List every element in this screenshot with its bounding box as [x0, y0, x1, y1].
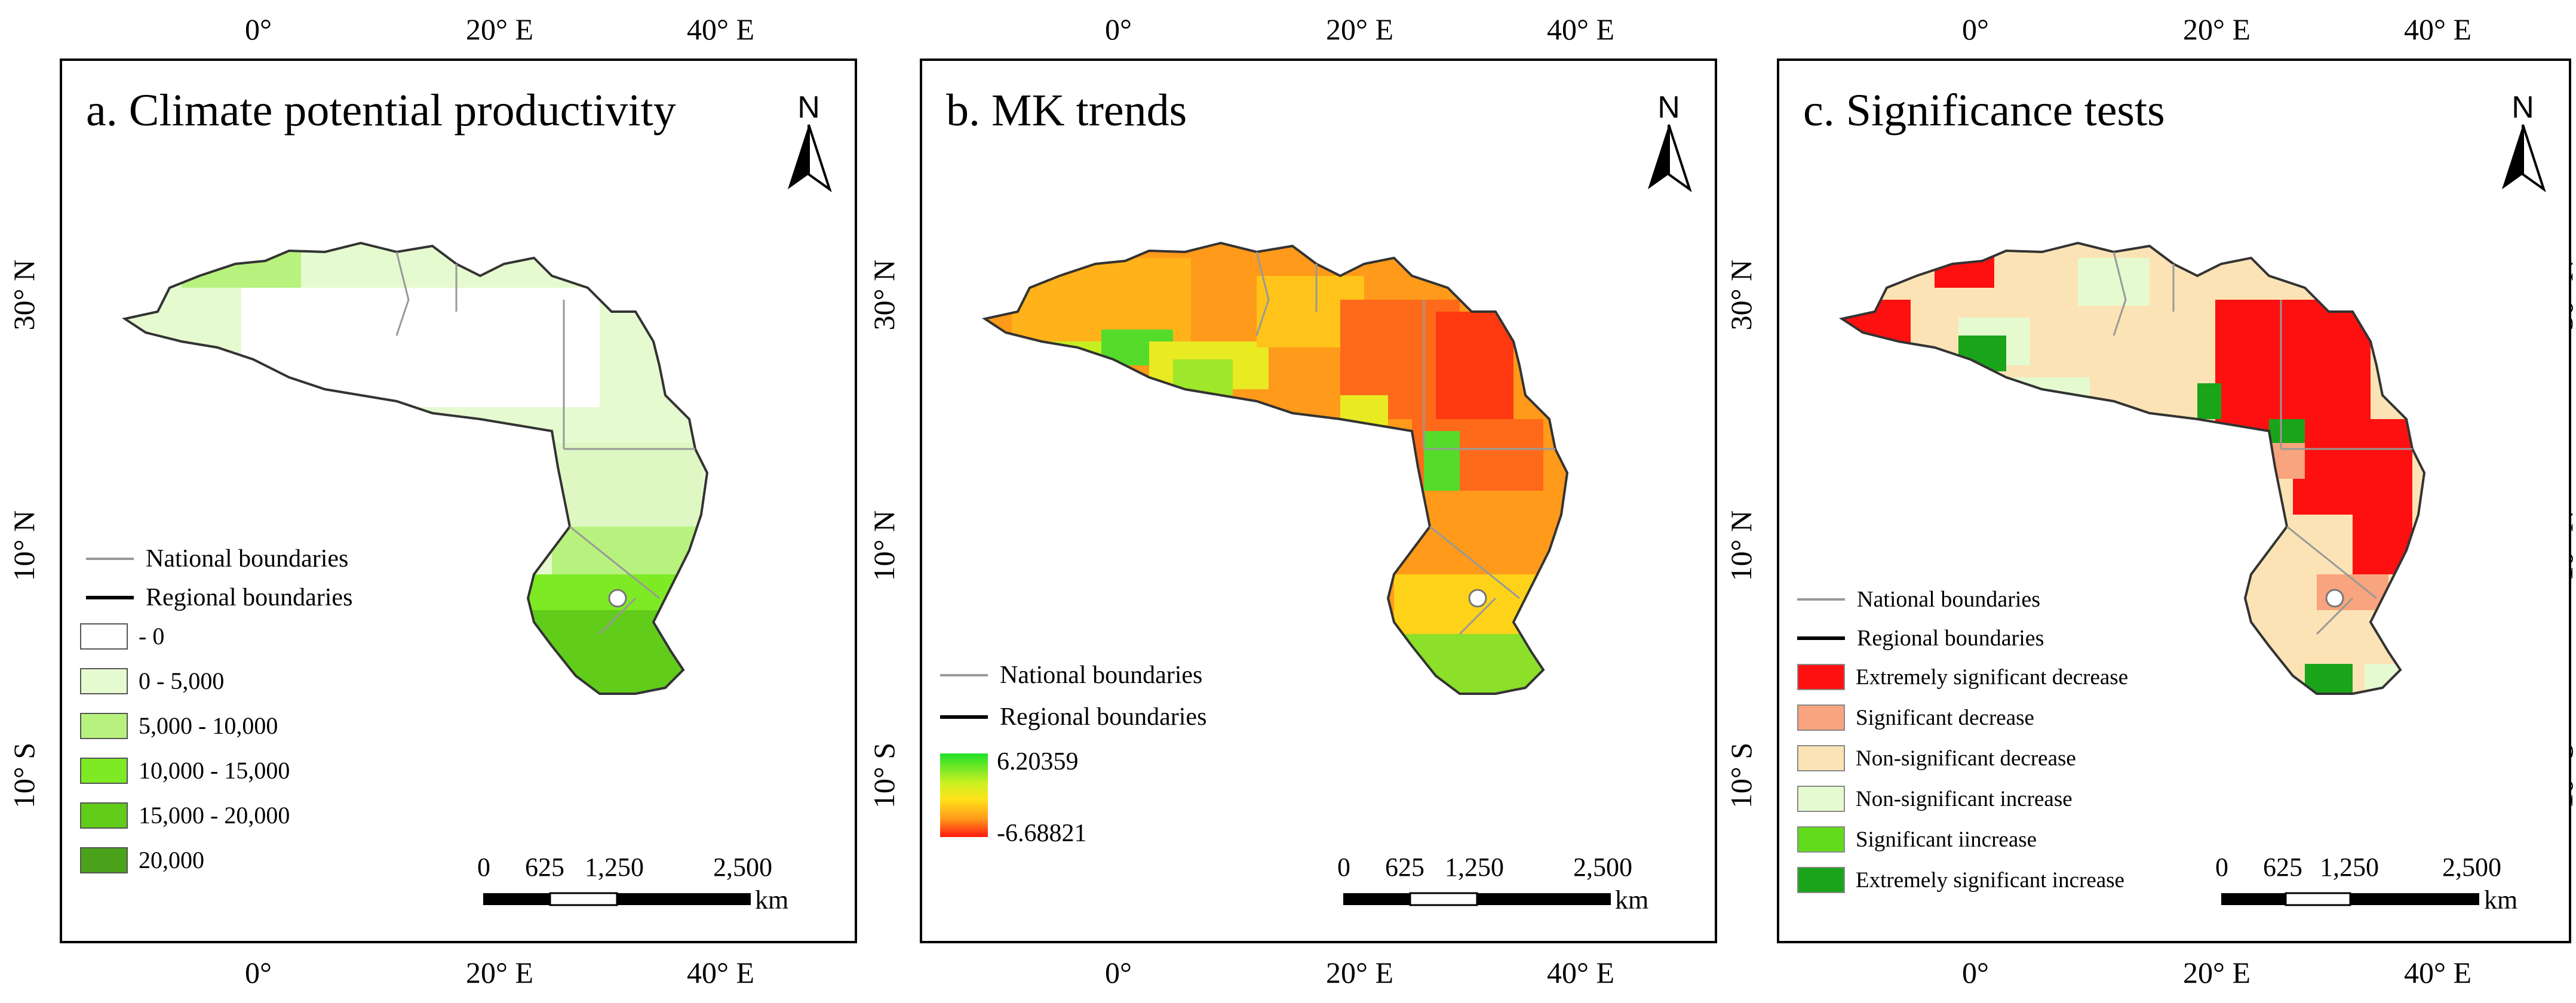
- left-tick-10s: 10° S: [7, 742, 41, 809]
- svg-text:N: N: [797, 90, 820, 125]
- left-tick-30n: 30° N: [7, 259, 41, 331]
- panel-a: 0° 20° E 40° E 0° 20° E 40° E 30° N 10° …: [0, 0, 857, 1003]
- swatch: [80, 712, 128, 739]
- top-tick-20e: 20° E: [466, 13, 534, 46]
- legend-class: 5,000 - 10,000: [80, 712, 278, 740]
- gradient-legend: [940, 753, 988, 837]
- panel-c: 0° 20° E 40° E 0° 20° E 40° E 30° N 10° …: [1717, 0, 2576, 1003]
- top-tick-20e: 20° E: [2183, 13, 2251, 46]
- legend-national-boundaries: National boundaries: [86, 544, 348, 573]
- bottom-tick-0: 0°: [245, 956, 272, 989]
- scale-unit: km: [1615, 885, 1649, 915]
- legend-class: Significant iincrease: [1797, 826, 2037, 853]
- top-tick-20e: 20° E: [1326, 13, 1394, 46]
- swatch: [1797, 786, 1845, 812]
- bottom-tick-0: 0°: [1105, 956, 1132, 989]
- swatch: [80, 623, 128, 650]
- legend-class: 15,000 - 20,000: [80, 801, 290, 829]
- map-frame-a: a. Climate potential productivity N Nati…: [60, 59, 857, 943]
- map-frame-c: c. Significance tests N National boundar…: [1777, 59, 2571, 943]
- legend-class: Non-significant decrease: [1797, 745, 2076, 771]
- legend-class: Extremely significant decrease: [1797, 664, 2128, 690]
- swatch: [1797, 745, 1845, 771]
- region-map-a: [121, 241, 709, 695]
- swatch: [1797, 704, 1845, 731]
- legend-class: Significant decrease: [1797, 704, 2034, 731]
- left-tick-30n: 30° N: [1724, 259, 1758, 331]
- regional-boundary-line-icon: [940, 715, 988, 719]
- scale-bar: [483, 892, 751, 906]
- gradient-min-label: -6.68821: [997, 820, 1087, 847]
- top-tick-40e: 40° E: [2404, 13, 2472, 46]
- svg-text:N: N: [2511, 90, 2534, 125]
- north-arrow-icon: N: [1648, 90, 1692, 193]
- legend-class: 20,000: [80, 846, 204, 874]
- legend-class: 10,000 - 15,000: [80, 756, 290, 784]
- panel-title-b: b. MK trends: [946, 85, 1187, 136]
- panel-title-c: c. Significance tests: [1803, 85, 2165, 136]
- legend-regional-boundaries: Regional boundaries: [86, 583, 352, 612]
- national-boundary-line-icon: [1797, 598, 1845, 601]
- region-map-c: [1838, 241, 2426, 695]
- left-tick-30n: 30° N: [867, 259, 901, 331]
- scale-bar: [1343, 892, 1611, 906]
- bottom-tick-40e: 40° E: [687, 956, 755, 989]
- swatch: [80, 757, 128, 784]
- legend-class: 0 - 5,000: [80, 667, 224, 695]
- legend-national-boundaries: National boundaries: [940, 661, 1202, 690]
- left-tick-10n: 10° N: [7, 510, 41, 582]
- bottom-tick-0: 0°: [1962, 956, 1989, 989]
- panel-title-a: a. Climate potential productivity: [86, 85, 676, 136]
- scale-unit: km: [755, 885, 789, 915]
- legend-class: Extremely significant increase: [1797, 867, 2124, 893]
- bottom-tick-40e: 40° E: [2404, 956, 2472, 989]
- national-boundary-line-icon: [86, 558, 134, 560]
- swatch: [1797, 664, 1845, 690]
- bottom-tick-20e: 20° E: [2183, 956, 2251, 989]
- region-map-b: [981, 241, 1569, 695]
- legend-class: Non-significant increase: [1797, 786, 2073, 812]
- legend-national-boundaries: National boundaries: [1797, 586, 2040, 613]
- map-frame-b: b. MK trends N National boundaries Regio…: [920, 59, 1717, 943]
- top-tick-0: 0°: [245, 13, 272, 46]
- swatch: [1797, 826, 1845, 853]
- gradient-max-label: 6.20359: [997, 748, 1079, 776]
- regional-boundary-line-icon: [86, 596, 134, 599]
- left-tick-10s: 10° S: [1724, 742, 1758, 809]
- swatch: [80, 667, 128, 694]
- panel-b: 0° 20° E 40° E 0° 20° E 40° E 30° N 10° …: [860, 0, 1717, 1003]
- swatch: [1797, 867, 1845, 893]
- scale-bar: [2221, 892, 2479, 906]
- legend-regional-boundaries: Regional boundaries: [1797, 625, 2044, 651]
- top-tick-40e: 40° E: [687, 13, 755, 46]
- swatch: [80, 802, 128, 829]
- north-arrow-icon: N: [788, 90, 832, 193]
- regional-boundary-line-icon: [1797, 636, 1845, 640]
- scale-unit: km: [2484, 885, 2518, 915]
- legend-regional-boundaries: Regional boundaries: [940, 703, 1206, 731]
- national-boundary-line-icon: [940, 674, 988, 676]
- legend-class: - 0: [80, 622, 164, 650]
- bottom-tick-20e: 20° E: [466, 956, 534, 989]
- top-tick-40e: 40° E: [1547, 13, 1615, 46]
- left-tick-10n: 10° N: [1724, 510, 1758, 582]
- left-tick-10s: 10° S: [867, 742, 901, 809]
- swatch: [80, 847, 128, 873]
- top-tick-0: 0°: [1105, 13, 1132, 46]
- svg-text:N: N: [1657, 90, 1680, 125]
- north-arrow-icon: N: [2502, 90, 2546, 193]
- top-tick-0: 0°: [1962, 13, 1989, 46]
- bottom-tick-40e: 40° E: [1547, 956, 1615, 989]
- left-tick-10n: 10° N: [867, 510, 901, 582]
- bottom-tick-20e: 20° E: [1326, 956, 1394, 989]
